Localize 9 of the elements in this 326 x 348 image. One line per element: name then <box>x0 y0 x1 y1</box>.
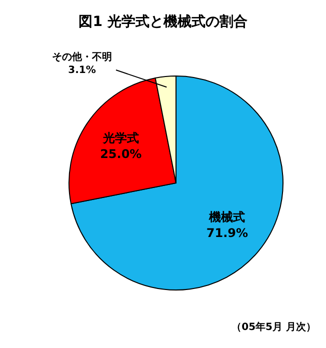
slice-label: 機械式 <box>208 210 246 224</box>
pie-slice <box>70 76 284 290</box>
data-label: 3.1% <box>68 65 96 76</box>
chart-title: 図1 光学式と機械式の割合 <box>78 13 248 30</box>
data-label: 71.9% <box>206 226 248 240</box>
text: （05年5月 月次） <box>232 321 316 333</box>
slice-label: その他・不明 <box>52 51 112 63</box>
data-label: 25.0% <box>100 147 142 162</box>
slice-label: 光学式 <box>102 131 139 146</box>
